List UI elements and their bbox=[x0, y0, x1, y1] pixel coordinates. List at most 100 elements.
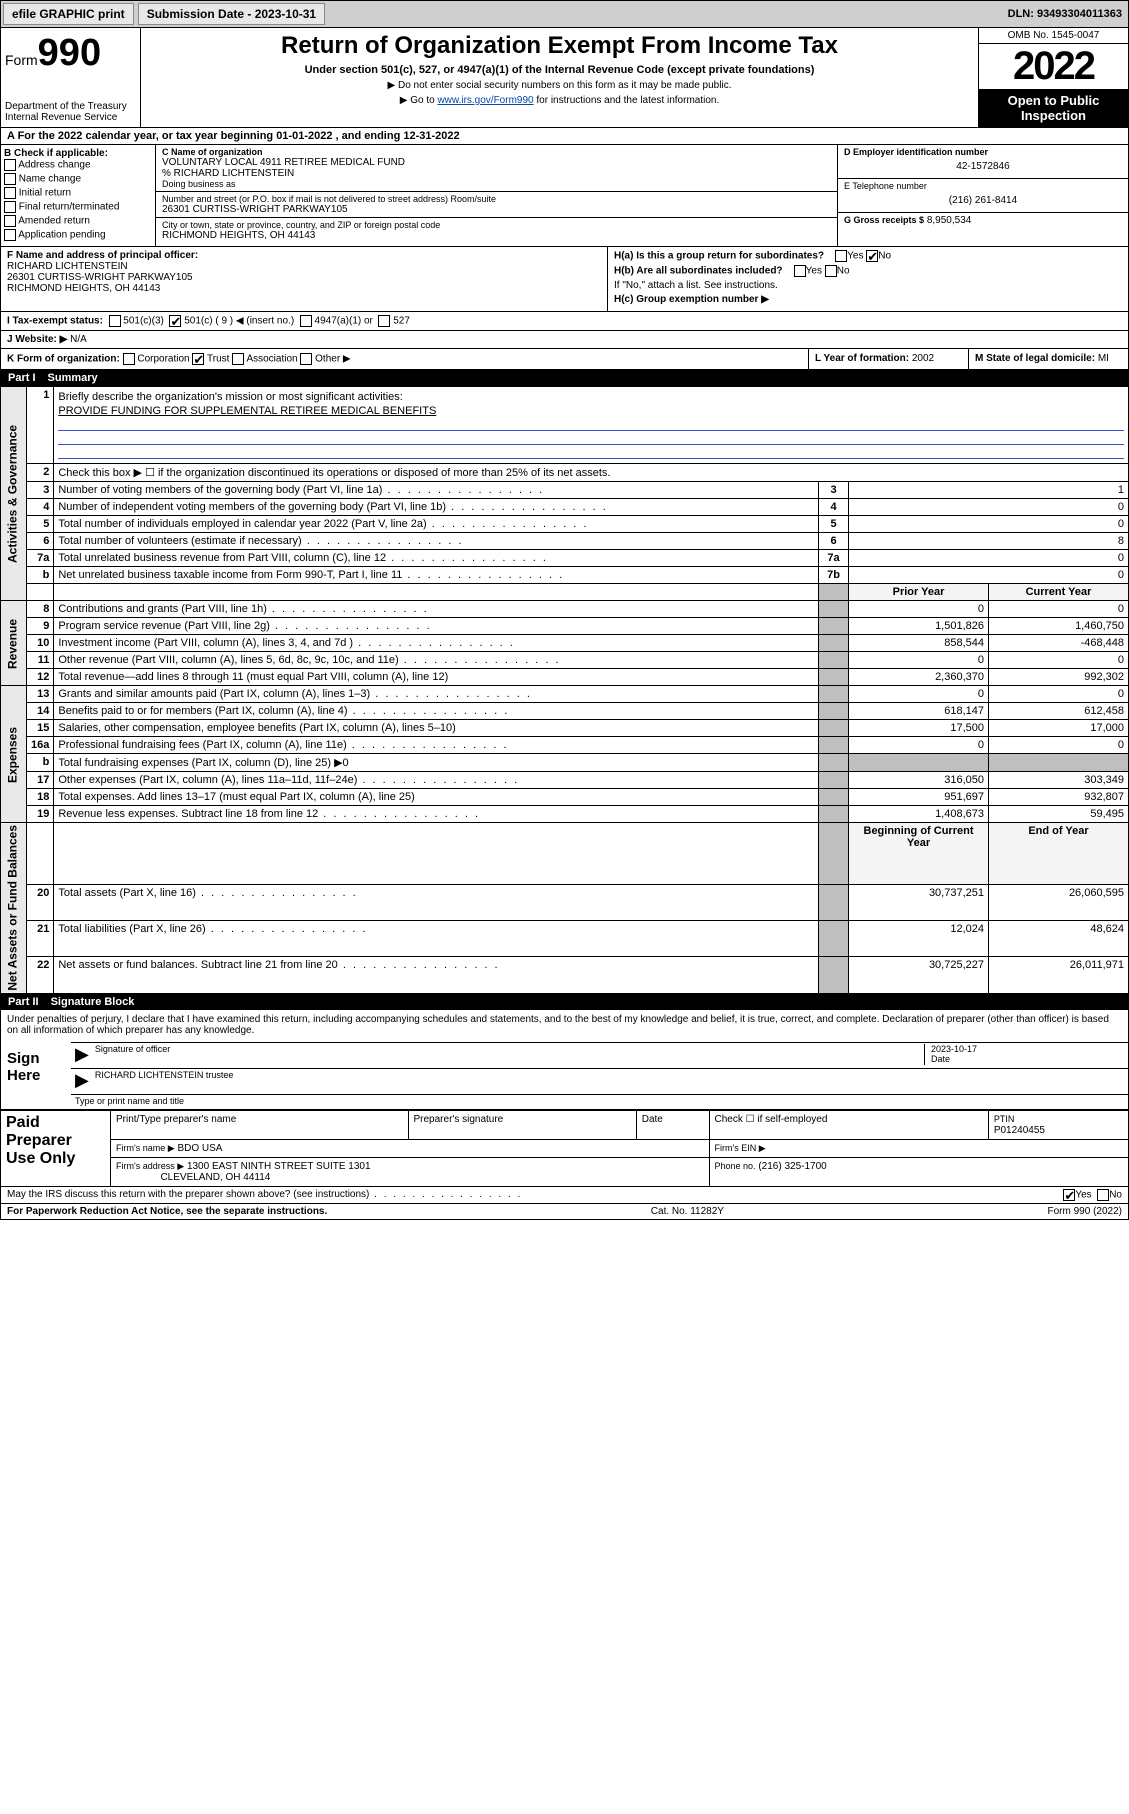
c19: 59,495 bbox=[989, 806, 1129, 823]
date-lbl: Date bbox=[931, 1054, 950, 1064]
chk-trust[interactable] bbox=[192, 353, 204, 365]
v3: 1 bbox=[849, 482, 1129, 499]
m-value: MI bbox=[1098, 353, 1109, 364]
py-hdr: Prior Year bbox=[849, 584, 989, 601]
header-left: Form990 Department of the Treasury Inter… bbox=[1, 28, 141, 127]
f-label: F Name and address of principal officer: bbox=[7, 250, 601, 261]
ein-label: D Employer identification number bbox=[844, 147, 1122, 157]
opt-trust: Trust bbox=[207, 354, 229, 365]
opt-other: Other ▶ bbox=[315, 354, 350, 365]
prep-name-lbl: Print/Type preparer's name bbox=[111, 1110, 409, 1139]
j-label: J Website: ▶ bbox=[7, 334, 67, 345]
principal-officer: F Name and address of principal officer:… bbox=[1, 247, 608, 311]
row-fh: F Name and address of principal officer:… bbox=[0, 247, 1129, 312]
form-label: Form bbox=[5, 52, 38, 68]
m-label: M State of legal domicile: bbox=[975, 353, 1095, 364]
officer-name: RICHARD LICHTENSTEIN bbox=[7, 261, 601, 272]
ha-no[interactable] bbox=[866, 250, 878, 262]
ha-yes[interactable] bbox=[835, 250, 847, 262]
form-title: Return of Organization Exempt From Incom… bbox=[151, 32, 968, 60]
pra-notice: For Paperwork Reduction Act Notice, see … bbox=[7, 1206, 327, 1217]
section-bcde: B Check if applicable: Address change Na… bbox=[0, 145, 1129, 247]
chk-501c3[interactable] bbox=[109, 315, 121, 327]
website-value: N/A bbox=[70, 334, 87, 345]
header-mid: Return of Organization Exempt From Incom… bbox=[141, 28, 978, 127]
p17: 316,050 bbox=[849, 772, 989, 789]
side-revenue: Revenue bbox=[1, 601, 27, 686]
form-header: Form990 Department of the Treasury Inter… bbox=[0, 28, 1129, 128]
addr-label: Number and street (or P.O. box if mail i… bbox=[162, 194, 831, 204]
p14: 618,147 bbox=[849, 703, 989, 720]
arrow-icon: ▶ bbox=[75, 1044, 89, 1065]
sig-date: 2023-10-17 bbox=[931, 1044, 977, 1054]
ln6: Total number of volunteers (estimate if … bbox=[54, 533, 819, 550]
discuss-question: May the IRS discuss this return with the… bbox=[7, 1189, 522, 1201]
chk-amended[interactable]: Amended return bbox=[4, 215, 152, 227]
p21: 12,024 bbox=[849, 921, 989, 957]
ln14: Benefits paid to or for members (Part IX… bbox=[54, 703, 819, 720]
dept-label: Department of the Treasury Internal Reve… bbox=[5, 101, 136, 123]
hb-label: H(b) Are all subordinates included? bbox=[614, 266, 783, 277]
ein-value: 42-1572846 bbox=[844, 157, 1122, 176]
perjury-para: Under penalties of perjury, I declare th… bbox=[1, 1010, 1128, 1040]
chk-final-return[interactable]: Final return/terminated bbox=[4, 201, 152, 213]
mission-blank2 bbox=[58, 433, 1124, 445]
chk-4947[interactable] bbox=[300, 315, 312, 327]
l-value: 2002 bbox=[912, 353, 934, 364]
p20: 30,737,251 bbox=[849, 884, 989, 920]
city-label: City or town, state or province, country… bbox=[162, 220, 831, 230]
ln20: Total assets (Part X, line 16) bbox=[54, 884, 819, 920]
c16a: 0 bbox=[989, 737, 1129, 754]
efile-button[interactable]: efile GRAPHIC print bbox=[3, 3, 134, 25]
part2-title: Signature Block bbox=[51, 996, 135, 1008]
chk-assoc[interactable] bbox=[232, 353, 244, 365]
chk-other[interactable] bbox=[300, 353, 312, 365]
c10: -468,448 bbox=[989, 635, 1129, 652]
gross-label: G Gross receipts $ bbox=[844, 215, 924, 225]
c20: 26,060,595 bbox=[989, 884, 1129, 920]
signature-block: Under penalties of perjury, I declare th… bbox=[0, 1010, 1129, 1110]
p10: 858,544 bbox=[849, 635, 989, 652]
org-name: VOLUNTARY LOCAL 4911 RETIREE MEDICAL FUN… bbox=[162, 157, 831, 168]
open-public-badge: Open to Public Inspection bbox=[979, 89, 1128, 127]
discuss-yes[interactable] bbox=[1063, 1189, 1075, 1201]
opt-501c: 501(c) ( 9 ) ◀ (insert no.) bbox=[184, 316, 294, 327]
row-i-taxstatus: I Tax-exempt status: 501(c)(3) 501(c) ( … bbox=[0, 312, 1129, 331]
chk-527[interactable] bbox=[378, 315, 390, 327]
ptin-lbl: PTIN bbox=[994, 1114, 1015, 1124]
side-expenses: Expenses bbox=[1, 686, 27, 823]
name-title-lbl: Type or print name and title bbox=[71, 1094, 1128, 1107]
arrow2-post: for instructions and the latest informat… bbox=[534, 95, 720, 106]
submission-date-button[interactable]: Submission Date - 2023-10-31 bbox=[138, 3, 325, 25]
arrow2-pre: ▶ Go to bbox=[400, 95, 438, 106]
chk-corp[interactable] bbox=[123, 353, 135, 365]
ln11: Other revenue (Part VIII, column (A), li… bbox=[54, 652, 819, 669]
ln5: Total number of individuals employed in … bbox=[54, 516, 819, 533]
chk-501c[interactable] bbox=[169, 315, 181, 327]
discuss-no[interactable] bbox=[1097, 1189, 1109, 1201]
top-bar: efile GRAPHIC print Submission Date - 20… bbox=[0, 0, 1129, 28]
self-emp-lbl: Check ☐ if self-employed bbox=[715, 1114, 828, 1125]
chk-application-pending[interactable]: Application pending bbox=[4, 229, 152, 241]
chk-name-change[interactable]: Name change bbox=[4, 173, 152, 185]
col-de: D Employer identification number 42-1572… bbox=[838, 145, 1128, 246]
ln7a: Total unrelated business revenue from Pa… bbox=[54, 550, 819, 567]
c8: 0 bbox=[989, 601, 1129, 618]
hb-note: If "No," attach a list. See instructions… bbox=[614, 280, 1122, 291]
col-b-checkboxes: B Check if applicable: Address change Na… bbox=[1, 145, 156, 246]
hb-yes[interactable] bbox=[794, 265, 806, 277]
dln-label: DLN: 93493304011363 bbox=[1008, 8, 1128, 20]
ln10: Investment income (Part VIII, column (A)… bbox=[54, 635, 819, 652]
irs-link[interactable]: www.irs.gov/Form990 bbox=[437, 95, 533, 106]
side-activities: Activities & Governance bbox=[1, 387, 27, 601]
firm-addr1: 1300 EAST NINTH STREET SUITE 1301 bbox=[187, 1161, 371, 1172]
c22: 26,011,971 bbox=[989, 957, 1129, 993]
opt-527: 527 bbox=[393, 316, 410, 327]
chk-address-change[interactable]: Address change bbox=[4, 159, 152, 171]
gross-value: 8,950,534 bbox=[927, 215, 972, 226]
opt-501c3: 501(c)(3) bbox=[123, 316, 164, 327]
ha-label: H(a) Is this a group return for subordin… bbox=[614, 251, 824, 262]
hb-no[interactable] bbox=[825, 265, 837, 277]
firm-addr-lbl: Firm's address ▶ bbox=[116, 1161, 184, 1171]
chk-initial-return[interactable]: Initial return bbox=[4, 187, 152, 199]
